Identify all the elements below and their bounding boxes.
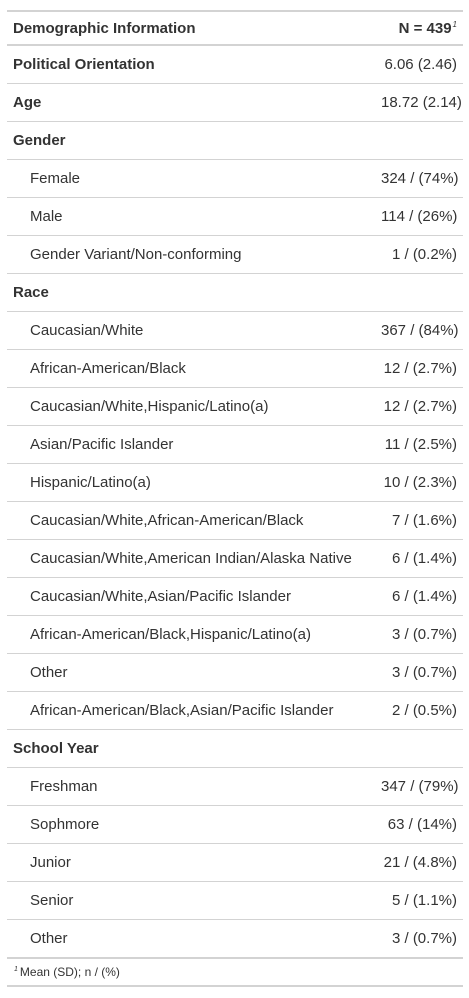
row-label: Senior — [7, 881, 375, 920]
row-label: African-American/Black,Asian/Pacific Isl… — [7, 691, 375, 730]
row-label: Caucasian/White — [7, 311, 375, 350]
table-row: Hispanic/Latino(a) 10 / (2.3%) — [7, 463, 463, 502]
table-row: Caucasian/White,Hispanic/Latino(a) 12 / (… — [7, 387, 463, 426]
row-value: 6.06 (2.46) — [375, 45, 463, 84]
table-row: Senior 5 / (1.1%) — [7, 881, 463, 920]
group-row: Political Orientation 6.06 (2.46) — [7, 45, 463, 84]
row-label: African-American/Black — [7, 349, 375, 388]
group-row: School Year — [7, 729, 463, 768]
header-stat-cell: N = 4391 — [375, 11, 463, 45]
table-row: Caucasian/White,American Indian/Alaska N… — [7, 539, 463, 578]
header-stat: N = 439 — [398, 19, 452, 37]
table-row: Other 3 / (0.7%) — [7, 653, 463, 692]
group-row: Race — [7, 273, 463, 312]
table-row: Caucasian/White,Asian/Pacific Islander 6 … — [7, 577, 463, 616]
row-value: 324 / (74%) — [375, 159, 463, 198]
row-value: 3 / (0.7%) — [375, 653, 463, 692]
row-value: 6 / (1.4%) — [375, 539, 463, 578]
row-value: 63 / (14%) — [375, 805, 463, 844]
row-value: 367 / (84%) — [375, 311, 463, 350]
row-value: 12 / (2.7%) — [375, 349, 463, 388]
row-label: Gender Variant/Non-conforming — [7, 235, 375, 274]
table-body: Political Orientation 6.06 (2.46) Age 18.72… — [7, 45, 463, 959]
table-row: Freshman 347 / (79%) — [7, 767, 463, 806]
row-value: 114 / (26%) — [375, 197, 463, 236]
row-value: 11 / (2.5%) — [375, 425, 463, 464]
table-row: African-American/Black 12 / (2.7%) — [7, 349, 463, 388]
table-row: Female 324 / (74%) — [7, 159, 463, 198]
table-header-row: Demographic Information N = 4391 — [7, 11, 463, 45]
row-value: 5 / (1.1%) — [375, 881, 463, 920]
row-label: Other — [7, 653, 375, 692]
table-row: Asian/Pacific Islander 11 / (2.5%) — [7, 425, 463, 464]
row-label: African-American/Black,Hispanic/Latino(a… — [7, 615, 375, 654]
row-label: Female — [7, 159, 375, 198]
footnote-text: Mean (SD); n / (%) — [19, 965, 120, 979]
demographics-table-container: Demographic Information N = 4391 Politic… — [7, 10, 463, 987]
group-label: Race — [7, 273, 375, 312]
header-footnote-mark: 1 — [452, 19, 457, 29]
group-label: Age — [7, 83, 375, 122]
group-row: Age 18.72 (2.14) — [7, 83, 463, 122]
row-label: Caucasian/White,Asian/Pacific Islander — [7, 577, 375, 616]
row-value: 347 / (79%) — [375, 767, 463, 806]
row-label: Other — [7, 919, 375, 959]
row-value — [375, 273, 463, 312]
row-label: Caucasian/White,African-American/Black — [7, 501, 375, 540]
row-value: 7 / (1.6%) — [375, 501, 463, 540]
row-value — [375, 121, 463, 160]
row-value: 18.72 (2.14) — [375, 83, 463, 122]
row-label: Asian/Pacific Islander — [7, 425, 375, 464]
row-label: Freshman — [7, 767, 375, 806]
header-label: Demographic Information — [13, 19, 196, 37]
table-row: Other 3 / (0.7%) — [7, 919, 463, 959]
row-value: 12 / (2.7%) — [375, 387, 463, 426]
table-row: Caucasian/White,African-American/Black 7 … — [7, 501, 463, 540]
footnote: 1 Mean (SD); n / (%) — [7, 957, 463, 987]
row-value: 10 / (2.3%) — [375, 463, 463, 502]
row-label: Caucasian/White,Hispanic/Latino(a) — [7, 387, 375, 426]
row-value: 1 / (0.2%) — [375, 235, 463, 274]
group-row: Gender — [7, 121, 463, 160]
table-row: Sophmore 63 / (14%) — [7, 805, 463, 844]
row-label: Hispanic/Latino(a) — [7, 463, 375, 502]
footnote-row: 1 Mean (SD); n / (%) — [7, 957, 463, 987]
group-label: Gender — [7, 121, 375, 160]
row-label: Junior — [7, 843, 375, 882]
table-row: Gender Variant/Non-conforming 1 / (0.2%) — [7, 235, 463, 274]
row-label: Caucasian/White,American Indian/Alaska N… — [7, 539, 375, 578]
group-label: Political Orientation — [7, 45, 375, 84]
footnote-mark: 1 — [14, 966, 18, 973]
table-row: Junior 21 / (4.8%) — [7, 843, 463, 882]
table-row: Male 114 / (26%) — [7, 197, 463, 236]
row-value — [375, 729, 463, 768]
group-label: School Year — [7, 729, 375, 768]
row-value: 3 / (0.7%) — [375, 615, 463, 654]
row-label: Male — [7, 197, 375, 236]
table-row: Caucasian/White 367 / (84%) — [7, 311, 463, 350]
row-value: 3 / (0.7%) — [375, 919, 463, 959]
row-label: Sophmore — [7, 805, 375, 844]
demographics-table: Demographic Information N = 4391 Politic… — [7, 10, 463, 987]
row-value: 2 / (0.5%) — [375, 691, 463, 730]
table-row: African-American/Black,Asian/Pacific Isl… — [7, 691, 463, 730]
table-row: African-American/Black,Hispanic/Latino(a… — [7, 615, 463, 654]
row-value: 6 / (1.4%) — [375, 577, 463, 616]
row-value: 21 / (4.8%) — [375, 843, 463, 882]
